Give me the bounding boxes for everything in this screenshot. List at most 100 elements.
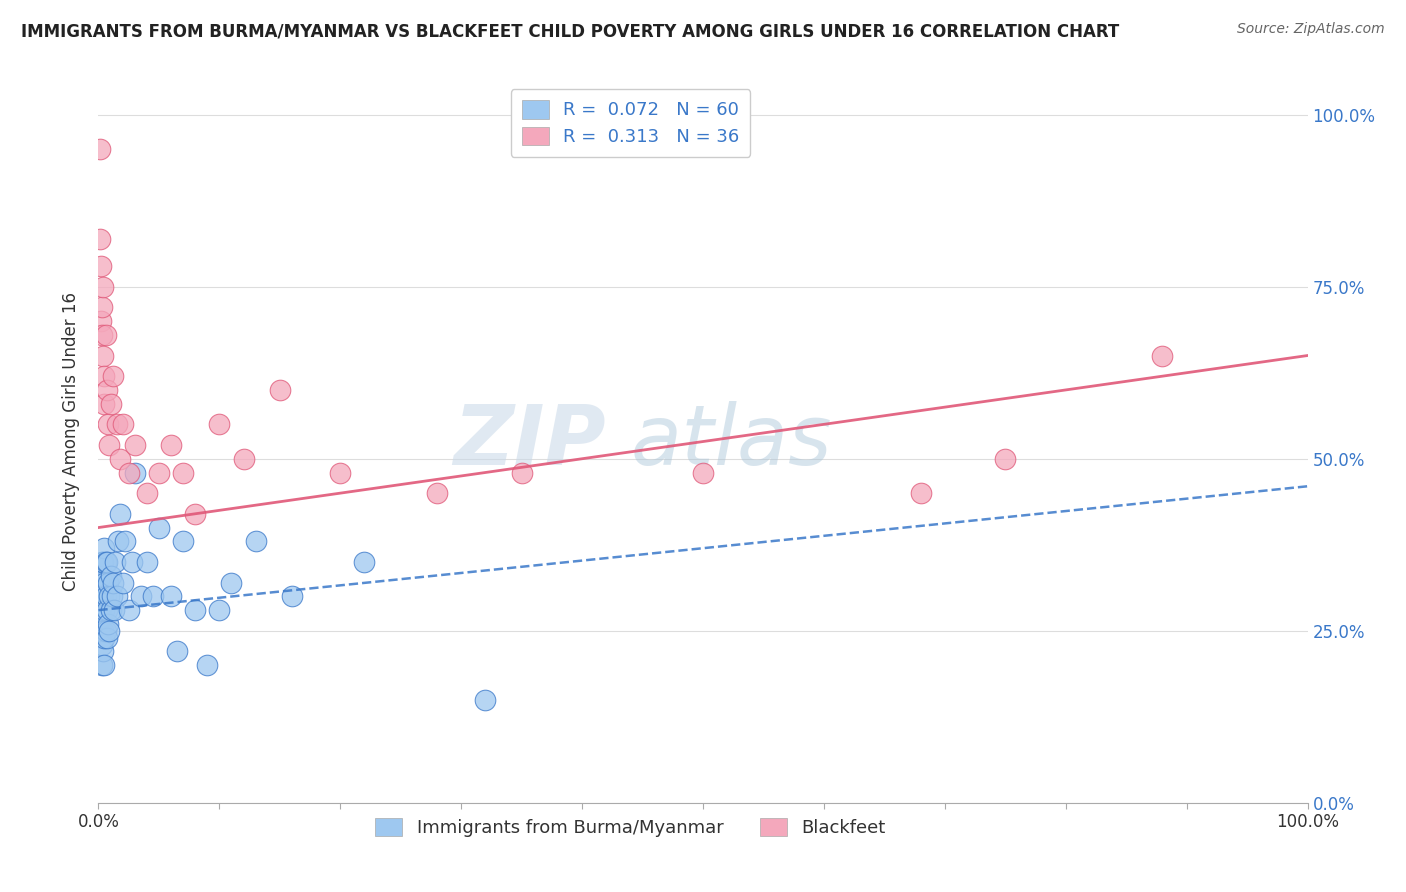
- Point: [91, 279, 114, 293]
- Point: [142, 590, 165, 604]
- Point: [172, 466, 194, 480]
- Point: [91, 590, 114, 604]
- Point: [91, 644, 114, 658]
- Point: [108, 451, 131, 466]
- Point: [89, 603, 111, 617]
- Point: [91, 638, 114, 652]
- Point: [94, 327, 117, 342]
- Point: [195, 658, 218, 673]
- Point: [104, 555, 127, 569]
- Point: [426, 486, 449, 500]
- Point: [135, 555, 157, 569]
- Point: [329, 466, 352, 480]
- Point: [90, 624, 112, 638]
- Point: [90, 568, 112, 582]
- Point: [97, 417, 120, 432]
- Point: [100, 590, 122, 604]
- Point: [692, 466, 714, 480]
- Point: [510, 466, 533, 480]
- Point: [93, 631, 115, 645]
- Point: [90, 259, 112, 273]
- Point: [91, 301, 114, 315]
- Point: [148, 520, 170, 534]
- Point: [121, 555, 143, 569]
- Point: [89, 575, 111, 590]
- Point: [111, 417, 134, 432]
- Point: [160, 438, 183, 452]
- Point: [93, 369, 115, 384]
- Point: [91, 555, 114, 569]
- Point: [160, 590, 183, 604]
- Point: [91, 555, 114, 569]
- Legend: Immigrants from Burma/Myanmar, Blackfeet: Immigrants from Burma/Myanmar, Blackfeet: [368, 811, 893, 845]
- Point: [96, 603, 118, 617]
- Point: [114, 534, 136, 549]
- Point: [91, 327, 114, 342]
- Point: [93, 575, 115, 590]
- Point: [93, 603, 115, 617]
- Point: [184, 507, 207, 521]
- Point: [89, 231, 111, 245]
- Point: [221, 575, 243, 590]
- Text: ZIP: ZIP: [454, 401, 606, 482]
- Point: [208, 603, 231, 617]
- Point: [89, 590, 111, 604]
- Point: [90, 590, 112, 604]
- Point: [111, 575, 134, 590]
- Point: [98, 438, 121, 452]
- Point: [184, 603, 207, 617]
- Point: [91, 658, 114, 673]
- Point: [89, 142, 111, 156]
- Point: [101, 369, 124, 384]
- Point: [148, 466, 170, 480]
- Point: [96, 555, 118, 569]
- Text: Source: ZipAtlas.com: Source: ZipAtlas.com: [1237, 22, 1385, 37]
- Y-axis label: Child Poverty Among Girls Under 16: Child Poverty Among Girls Under 16: [62, 292, 80, 591]
- Point: [124, 466, 146, 480]
- Point: [245, 534, 267, 549]
- Point: [94, 555, 117, 569]
- Point: [208, 417, 231, 432]
- Point: [105, 590, 128, 604]
- Point: [94, 590, 117, 604]
- Point: [98, 624, 121, 638]
- Point: [93, 541, 115, 556]
- Point: [129, 590, 152, 604]
- Point: [94, 624, 117, 638]
- Point: [90, 314, 112, 328]
- Point: [96, 383, 118, 397]
- Point: [103, 603, 125, 617]
- Point: [100, 568, 122, 582]
- Point: [91, 610, 114, 624]
- Point: [166, 644, 188, 658]
- Point: [91, 349, 114, 363]
- Point: [910, 486, 932, 500]
- Point: [135, 486, 157, 500]
- Point: [98, 590, 121, 604]
- Point: [108, 507, 131, 521]
- Point: [353, 555, 375, 569]
- Point: [105, 417, 128, 432]
- Point: [124, 438, 146, 452]
- Point: [232, 451, 254, 466]
- Point: [93, 397, 115, 411]
- Point: [107, 534, 129, 549]
- Point: [118, 466, 141, 480]
- Point: [118, 603, 141, 617]
- Point: [97, 575, 120, 590]
- Point: [90, 610, 112, 624]
- Point: [91, 590, 114, 604]
- Point: [994, 451, 1017, 466]
- Point: [172, 534, 194, 549]
- Point: [269, 383, 291, 397]
- Point: [101, 575, 124, 590]
- Point: [91, 624, 114, 638]
- Point: [281, 590, 304, 604]
- Point: [474, 692, 496, 706]
- Text: atlas: atlas: [630, 401, 832, 482]
- Point: [97, 616, 120, 631]
- Point: [100, 397, 122, 411]
- Point: [96, 631, 118, 645]
- Point: [93, 658, 115, 673]
- Point: [100, 603, 122, 617]
